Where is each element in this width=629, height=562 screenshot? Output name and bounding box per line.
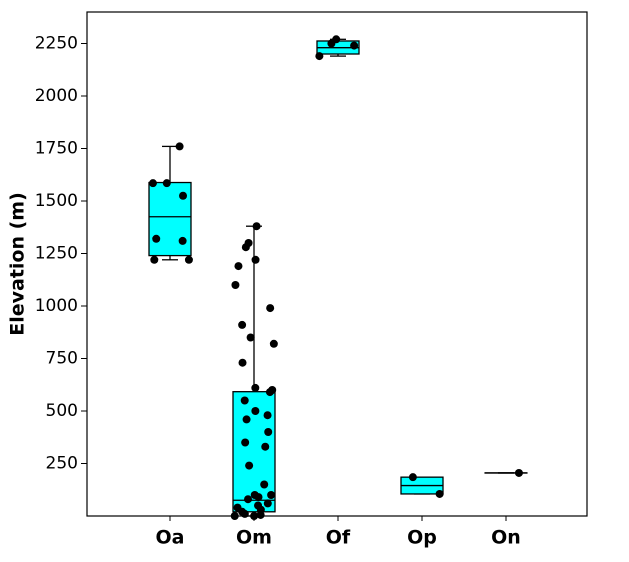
data-point <box>263 499 272 508</box>
data-point <box>234 262 243 271</box>
x-tick-label: Oa <box>156 527 185 549</box>
y-axis-label: Elevation (m) <box>7 192 29 336</box>
data-point <box>152 234 161 243</box>
data-point <box>241 243 250 252</box>
data-point <box>251 383 260 392</box>
data-point <box>252 222 261 231</box>
plot-frame <box>86 11 588 517</box>
data-point <box>435 489 444 498</box>
data-point <box>241 438 250 447</box>
data-point <box>244 495 253 504</box>
data-point <box>240 396 249 405</box>
data-point <box>251 407 260 415</box>
data-point <box>246 333 255 342</box>
data-point <box>178 236 187 245</box>
y-tick-label: 250 <box>46 454 78 474</box>
data-point <box>260 480 269 489</box>
data-point <box>251 255 260 264</box>
data-point <box>175 142 184 151</box>
data-point <box>350 41 359 50</box>
data-point <box>261 442 270 451</box>
data-point <box>269 339 278 348</box>
data-point <box>179 191 188 200</box>
y-tick-label: 2000 <box>35 86 78 106</box>
y-tick-label: 1750 <box>35 139 78 159</box>
data-point <box>184 255 193 264</box>
data-point <box>315 52 324 61</box>
data-point <box>254 493 263 502</box>
data-point <box>230 512 239 520</box>
data-point <box>263 411 272 420</box>
data-point <box>231 281 240 289</box>
data-point <box>514 468 523 477</box>
data-point <box>242 415 251 424</box>
y-tick-label: 2250 <box>35 34 78 54</box>
data-point <box>264 428 273 436</box>
y-tick-label: 750 <box>46 349 78 369</box>
data-point <box>266 304 275 313</box>
data-point <box>148 179 157 188</box>
data-point <box>250 512 259 520</box>
y-tick-label: 500 <box>46 401 78 421</box>
data-point <box>240 509 249 518</box>
data-point <box>265 388 274 397</box>
data-point <box>150 255 159 264</box>
data-point <box>162 179 171 188</box>
data-point <box>408 473 417 482</box>
y-tick-label: 1500 <box>35 191 78 211</box>
x-tick-label: Of <box>326 527 351 549</box>
data-point <box>245 461 254 470</box>
data-point <box>256 510 265 519</box>
y-tick-label: 1000 <box>35 296 78 316</box>
data-point <box>267 491 276 499</box>
x-tick-label: On <box>491 527 521 549</box>
x-tick-label: Op <box>407 527 437 549</box>
x-tick-label: Om <box>236 527 272 549</box>
y-tick-label: 1250 <box>35 244 78 264</box>
data-point <box>327 39 336 48</box>
data-point <box>238 358 247 367</box>
data-point <box>238 320 247 329</box>
